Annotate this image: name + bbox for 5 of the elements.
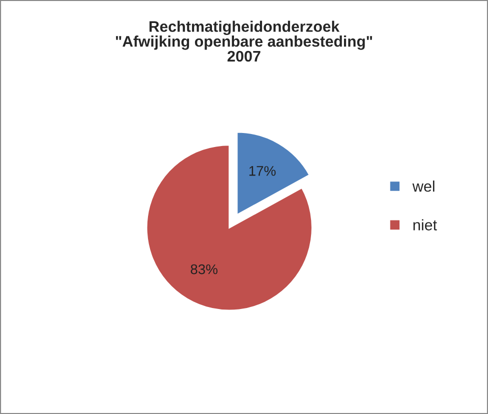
data-label: 83% bbox=[190, 264, 218, 274]
legend-label: wel bbox=[412, 180, 434, 192]
data-label: 17% bbox=[249, 166, 276, 176]
chart-title: Rechtmatigheidonderzoek "Afwijking openbare aanbesteding" 2007 bbox=[116, 20, 372, 62]
legend-label: niet bbox=[413, 219, 437, 230]
